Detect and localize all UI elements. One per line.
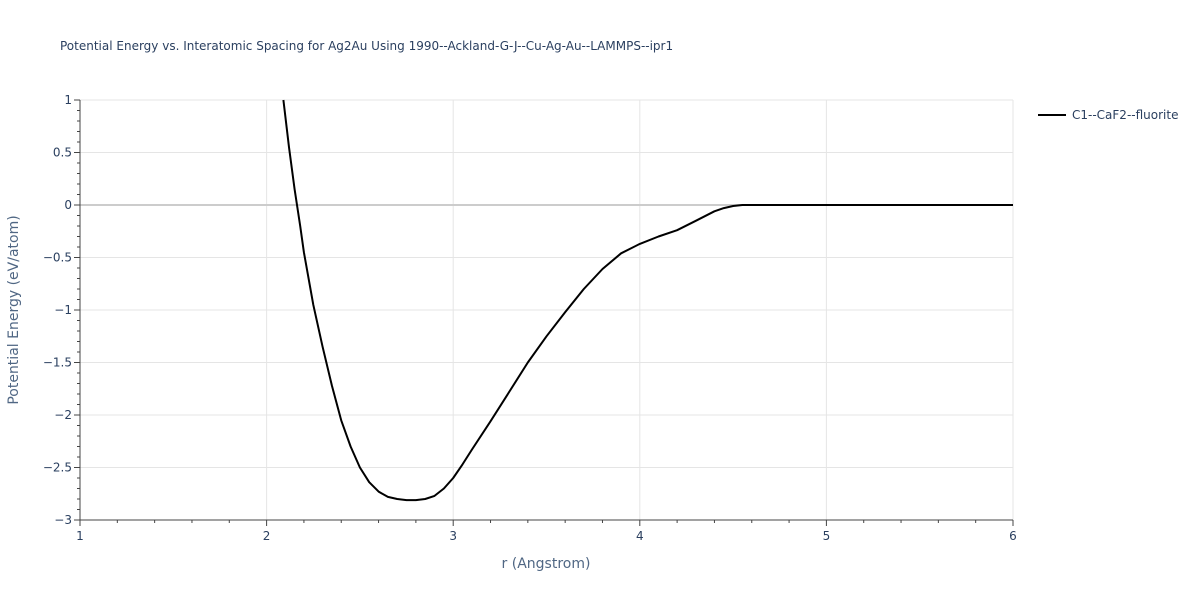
y-tick-label: −1.5 [43,356,72,370]
y-tick-label: −3 [54,513,72,527]
x-tick-label: 1 [76,529,84,543]
x-tick-label: 2 [263,529,271,543]
y-tick-label: −0.5 [43,251,72,265]
x-axis-title: r (Angstrom) [502,556,591,572]
x-tick-label: 4 [636,529,644,543]
legend-item-label: C1--CaF2--fluorite [1072,108,1178,122]
series-lines [282,99,1013,502]
y-tick-label: 0.5 [53,146,72,160]
x-tick-label: 6 [1009,529,1017,543]
x-tick-label: 3 [449,529,457,543]
axes [74,99,1014,526]
tick-labels: 1 2 3 4 5 6 1 0.5 0 −0.5 −1 −1.5 −2 −2.5 −3 [43,93,1017,543]
y-tick-label: 0 [64,198,72,212]
legend[interactable]: C1--CaF2--fluorite [1038,108,1178,122]
x-tick-label: 5 [823,529,831,543]
y-axis-title: Potential Energy (eV/atom) [6,215,22,404]
series-line[interactable] [282,99,1013,502]
y-tick-label: −2.5 [43,461,72,475]
y-tick-label: 1 [64,93,72,107]
y-tick-label: −1 [54,303,72,317]
chart-title: Potential Energy vs. Interatomic Spacing… [60,39,673,53]
grid-lines [80,99,1014,520]
y-tick-label: −2 [54,408,72,422]
